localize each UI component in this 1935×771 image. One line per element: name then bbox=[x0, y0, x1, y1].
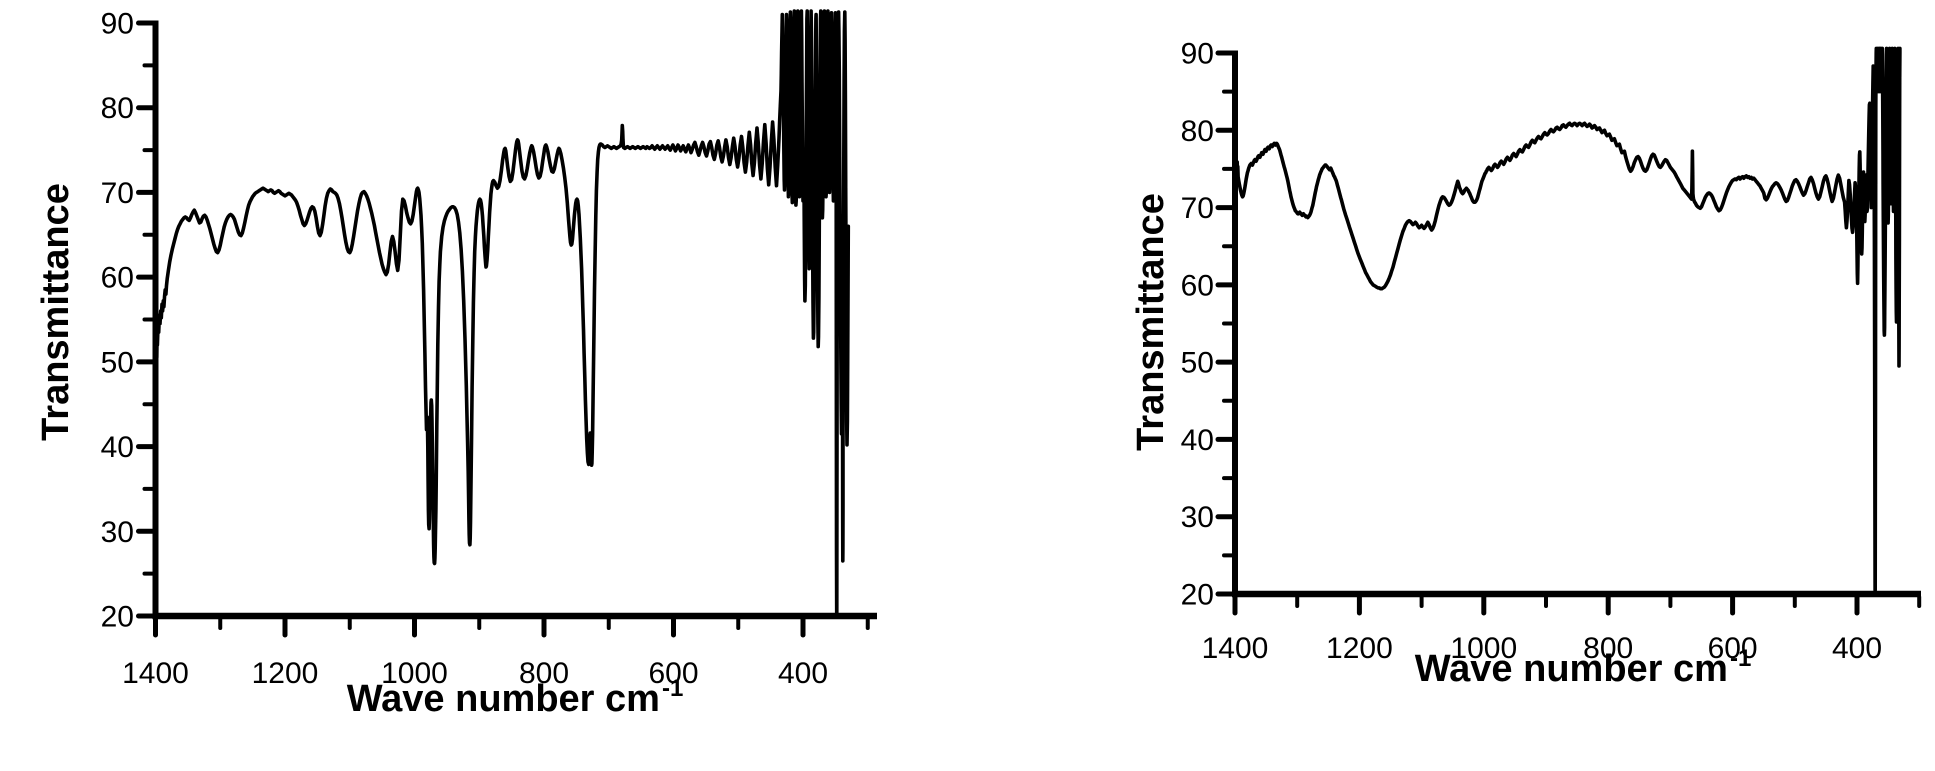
y-tick-label: 30 bbox=[101, 516, 134, 549]
x-tick-label: 800 bbox=[1583, 632, 1633, 665]
left-x-axis-title-superscript: -1 bbox=[661, 675, 684, 702]
x-tick-label: 600 bbox=[1708, 632, 1758, 665]
x-tick-label: 600 bbox=[648, 657, 698, 690]
y-tick-label: 60 bbox=[1181, 269, 1214, 302]
y-tick-label: 80 bbox=[1181, 115, 1214, 148]
x-tick-label: 1000 bbox=[1450, 632, 1517, 665]
y-tick-label: 40 bbox=[101, 431, 134, 464]
x-tick-label: 1400 bbox=[122, 657, 189, 690]
x-tick-label: 1200 bbox=[1326, 632, 1393, 665]
y-tick-label: 60 bbox=[101, 262, 134, 295]
right-y-axis-title: Transmittance bbox=[1128, 72, 1174, 572]
spectrum-curve bbox=[153, 9, 851, 616]
left-x-axis-title: Wave number cm-1 bbox=[265, 675, 765, 722]
x-tick-label: 1000 bbox=[381, 657, 448, 690]
right_spectrum-group: 90 80 70 60 50 40 30 20 1400 1200 1000 800 600 400 bbox=[1181, 38, 1922, 665]
right-x-axis-title: Wave number cm-1 bbox=[1333, 645, 1833, 692]
left_spectrum-group: 90 80 70 60 50 40 30 20 1400 1200 1000 800 600 400 bbox=[101, 8, 877, 690]
y-tick-label: 30 bbox=[1181, 501, 1214, 534]
y-tick-label: 90 bbox=[101, 8, 134, 41]
y-tick-label: 50 bbox=[1181, 347, 1214, 380]
y-tick-label: 40 bbox=[1181, 424, 1214, 457]
y-tick-label: 70 bbox=[101, 177, 134, 210]
x-tick-label: 1400 bbox=[1202, 632, 1269, 665]
right-y-axis-title-text: Transmittance bbox=[1130, 193, 1172, 451]
x-tick-label: 400 bbox=[778, 657, 828, 690]
y-tick-label: 90 bbox=[1181, 38, 1214, 71]
right-x-axis-title-superscript: -1 bbox=[1729, 645, 1752, 672]
y-tick-label: 70 bbox=[1181, 192, 1214, 225]
left-y-axis-title-text: Transmittance bbox=[35, 183, 77, 441]
y-tick-label: 20 bbox=[1181, 579, 1214, 612]
y-tick-label: 20 bbox=[101, 601, 134, 634]
x-tick-label: 400 bbox=[1832, 632, 1882, 665]
left-y-axis-title: Transmittance bbox=[33, 62, 79, 562]
y-tick-label: 80 bbox=[101, 92, 134, 125]
spectrum-curve bbox=[1233, 46, 1902, 592]
x-tick-label: 800 bbox=[519, 657, 569, 690]
x-tick-label: 1200 bbox=[252, 657, 319, 690]
left-x-axis-title-text: Wave number cm bbox=[346, 678, 660, 720]
right-x-axis-title-text: Wave number cm bbox=[1414, 648, 1728, 690]
y-tick-label: 50 bbox=[101, 346, 134, 379]
